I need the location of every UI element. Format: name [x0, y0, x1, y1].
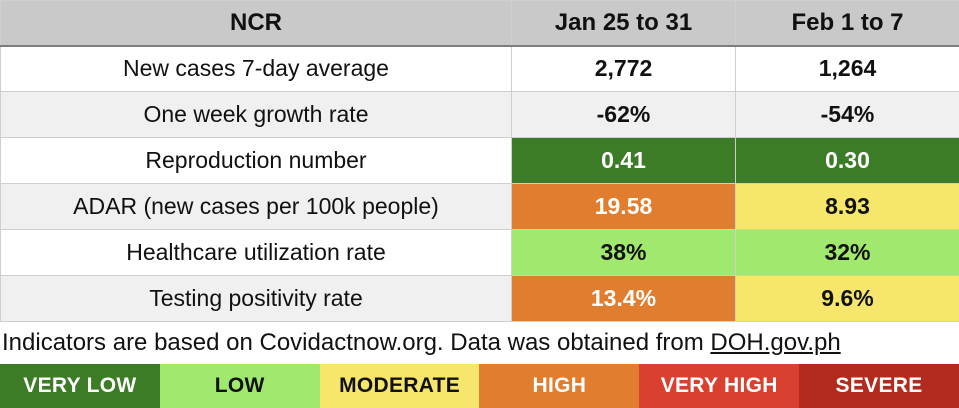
- row-label: One week growth rate: [0, 91, 512, 138]
- risk-legend: VERY LOW LOW MODERATE HIGH VERY HIGH SEVERE: [0, 363, 959, 408]
- row-label: Healthcare utilization rate: [0, 229, 512, 276]
- legend-item-very_low: VERY LOW: [0, 363, 160, 408]
- header-row: NCR Jan 25 to 31 Feb 1 to 7: [0, 0, 959, 47]
- table-row: Testing positivity rate 13.4% 9.6%: [0, 275, 959, 322]
- value-cell: 9.6%: [735, 275, 959, 322]
- value-cell: 19.58: [511, 183, 736, 230]
- row-label: New cases 7-day average: [0, 45, 512, 92]
- table-row: ADAR (new cases per 100k people) 19.58 8.9…: [0, 183, 959, 230]
- row-label: ADAR (new cases per 100k people): [0, 183, 512, 230]
- region-header: NCR: [0, 0, 512, 47]
- legend-item-severe: SEVERE: [799, 363, 959, 408]
- period-2-header: Feb 1 to 7: [735, 0, 959, 47]
- legend-item-very_high: VERY HIGH: [639, 363, 800, 408]
- table-row: One week growth rate -62% -54%: [0, 91, 959, 138]
- value-cell: 1,264: [735, 45, 959, 92]
- table-row: Reproduction number 0.41 0.30: [0, 137, 959, 184]
- value-cell: 13.4%: [511, 275, 736, 322]
- value-cell: 2,772: [511, 45, 736, 92]
- value-cell: -62%: [511, 91, 736, 138]
- legend-item-low: LOW: [159, 363, 320, 408]
- doh-link[interactable]: DOH.gov.ph: [710, 328, 841, 356]
- value-cell: 8.93: [735, 183, 959, 230]
- period-1-header: Jan 25 to 31: [511, 0, 736, 47]
- source-note: Indicators are based on Covidactnow.org.…: [0, 322, 959, 364]
- source-note-text: Indicators are based on Covidactnow.org.…: [2, 328, 711, 356]
- row-label: Testing positivity rate: [0, 275, 512, 322]
- indicators-table: NCR Jan 25 to 31 Feb 1 to 7 New cases 7-…: [0, 0, 959, 322]
- value-cell: -54%: [735, 91, 959, 138]
- value-cell: 32%: [735, 229, 959, 276]
- table-row: Healthcare utilization rate 38% 32%: [0, 229, 959, 276]
- value-cell: 0.41: [511, 137, 736, 184]
- value-cell: 0.30: [735, 137, 959, 184]
- legend-item-moderate: MODERATE: [319, 363, 480, 408]
- value-cell: 38%: [511, 229, 736, 276]
- indicator-rows: New cases 7-day average 2,772 1,264 One wee…: [0, 45, 959, 322]
- row-label: Reproduction number: [0, 137, 512, 184]
- legend-item-high: HIGH: [479, 363, 640, 408]
- table-row: New cases 7-day average 2,772 1,264: [0, 45, 959, 92]
